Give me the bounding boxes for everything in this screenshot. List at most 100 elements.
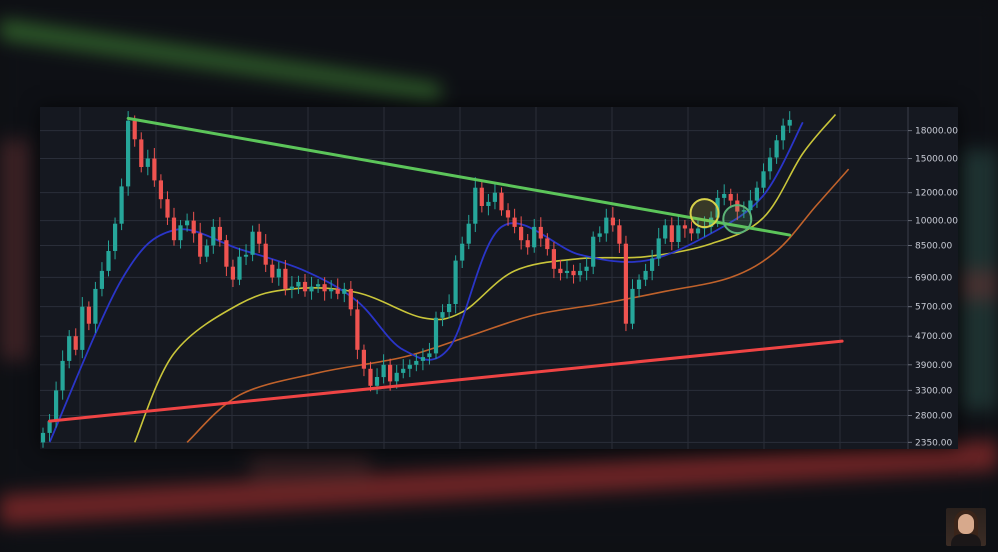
candle-body — [368, 368, 373, 386]
price-label: 2800.00 — [915, 412, 952, 422]
candle-body — [754, 187, 759, 201]
candle-body — [656, 238, 661, 259]
candle-body — [564, 270, 570, 273]
candle-body — [67, 336, 72, 361]
candle-body — [158, 180, 163, 200]
webcam-face — [958, 514, 974, 534]
webcam-thumbnail — [946, 508, 986, 546]
price-axis: 18000.00 15000.00 12000.00 10000.00 8500.00 6… — [908, 127, 958, 448]
candle-body — [695, 228, 701, 234]
candle-body — [211, 226, 216, 246]
candle-body — [623, 243, 628, 324]
candle-body — [113, 223, 118, 251]
price-label: 2350.00 — [915, 438, 952, 448]
candle-body — [447, 304, 452, 313]
candle-body — [597, 233, 602, 237]
chart-panel[interactable]: 18000.00 15000.00 12000.00 10000.00 8500.00 6… — [40, 107, 958, 449]
candle-body — [60, 360, 65, 391]
candle-body — [40, 432, 46, 443]
candle-body — [165, 199, 170, 218]
candle-body — [728, 194, 733, 201]
ma-orange-line — [186, 168, 850, 443]
candle-body — [473, 187, 478, 224]
price-label: 12000.00 — [915, 189, 958, 199]
price-label: 18000.00 — [915, 127, 958, 137]
candle-body — [329, 288, 334, 292]
candle-body — [185, 220, 190, 226]
candle-body — [171, 217, 177, 241]
candle-body — [433, 317, 439, 354]
candle-body — [361, 349, 366, 369]
candle-body — [617, 225, 622, 244]
ma-yellow-line — [133, 113, 837, 443]
candle-body — [309, 286, 314, 292]
candle-body — [230, 266, 235, 280]
candle-body — [414, 360, 419, 365]
candle-body — [571, 270, 576, 276]
price-label: 8500.00 — [915, 241, 952, 251]
candle-body — [486, 201, 491, 206]
candle-body — [132, 120, 137, 140]
candle-body — [381, 364, 386, 378]
candle-body — [630, 288, 635, 324]
candlestick-chart[interactable]: 18000.00 15000.00 12000.00 10000.00 8500.00 6… — [40, 107, 958, 449]
candle-body — [178, 225, 183, 241]
candles — [40, 111, 792, 448]
candle-body — [578, 270, 583, 276]
candle-body — [538, 226, 543, 239]
candle-body — [669, 225, 674, 242]
candle-body — [767, 157, 773, 172]
candle-body — [532, 226, 537, 248]
candle-body — [204, 245, 209, 257]
candle-body — [139, 139, 144, 167]
candle-body — [394, 372, 399, 382]
candle-body — [492, 192, 497, 202]
candle-body — [191, 220, 196, 234]
candle-body — [519, 226, 524, 241]
candle-body — [296, 281, 301, 287]
candle-body — [73, 336, 78, 350]
candle-body — [348, 288, 353, 310]
candle-body — [302, 281, 308, 292]
candle-body — [54, 390, 59, 422]
candle-body — [407, 364, 412, 369]
candle-body — [781, 125, 786, 141]
candle-body — [289, 286, 294, 289]
candle-body — [525, 240, 530, 248]
yellow-highlight-circle — [689, 198, 720, 229]
candle-body — [479, 187, 484, 206]
candle-body — [270, 264, 275, 278]
candle-body — [257, 231, 262, 244]
candle-body — [643, 270, 648, 280]
candle-body — [741, 210, 746, 212]
candle-body — [322, 284, 327, 292]
candle-body — [558, 268, 563, 274]
candle-body — [80, 306, 85, 350]
candle-body — [243, 254, 249, 257]
candle-body — [420, 357, 425, 361]
candle-body — [722, 194, 727, 198]
price-label: 15000.00 — [915, 155, 958, 165]
candle-body — [388, 364, 393, 382]
candle-body — [650, 258, 655, 271]
candle-body — [126, 120, 131, 187]
candle-body — [224, 240, 229, 267]
candle-body — [374, 377, 380, 386]
candle-body — [636, 279, 642, 289]
candle-body — [774, 140, 779, 158]
candle-body — [466, 223, 471, 244]
candle-body — [335, 288, 340, 294]
candle-body — [152, 158, 157, 181]
price-label: 10000.00 — [915, 217, 958, 227]
candle-body — [198, 233, 203, 257]
candle-body — [276, 268, 281, 278]
price-label: 6900.00 — [915, 273, 952, 283]
candle-body — [551, 249, 556, 269]
highlight-circles — [689, 198, 753, 235]
price-label: 3900.00 — [915, 361, 952, 371]
candle-body — [545, 238, 550, 250]
candle-body — [217, 226, 222, 241]
descending-trendline — [126, 116, 792, 237]
price-label: 3300.00 — [915, 386, 952, 396]
grid-layer — [40, 107, 909, 449]
